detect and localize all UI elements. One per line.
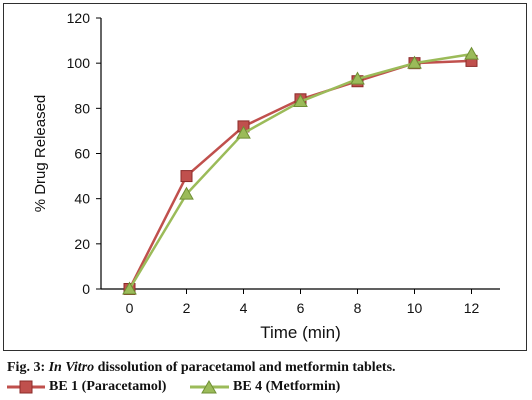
caption-rest: dissolution of paracetamol and metformin… <box>97 360 396 375</box>
x-tick-label: 0 <box>126 300 134 316</box>
legend-graphics <box>7 380 229 394</box>
x-tick-label: 4 <box>240 300 248 316</box>
y-tick-label: 20 <box>74 236 90 252</box>
legend: BE 1 (Paracetamol) BE 4 (Metformin) <box>7 377 527 397</box>
legend-paracetamol-label: BE 1 (Paracetamol) <box>49 379 167 394</box>
caption-italic: In Vitro <box>48 360 95 375</box>
legend-metformin-marker <box>201 380 217 394</box>
y-tick-label: 120 <box>67 10 91 26</box>
y-tick-label: 40 <box>74 191 90 207</box>
line-chart: 0 20 40 60 80 100 120 0 2 4 6 8 10 12 Time (min) % Drug… <box>32 10 500 342</box>
series-1-point-1 <box>180 170 193 183</box>
series-2-point-5 <box>407 55 422 69</box>
x-tick-label: 10 <box>407 300 423 316</box>
figure-caption: Fig. 3: In Vitro dissolution of paraceta… <box>7 359 527 377</box>
x-tick-label: 12 <box>464 300 480 316</box>
series-2-point-0 <box>122 281 137 295</box>
y-tick-label: 100 <box>67 55 91 71</box>
y-axis-label: % Drug Released <box>32 95 49 213</box>
chart-frame: 0 20 40 60 80 100 120 0 2 4 6 8 10 12 Time (min) % Drug… <box>3 3 527 351</box>
x-tick-label: 8 <box>354 300 362 316</box>
y-tick-label: 80 <box>74 100 90 116</box>
series-2-point-4 <box>350 71 365 85</box>
legend-paracetamol-marker <box>19 380 33 394</box>
series-2-point-2 <box>236 125 251 139</box>
x-tick-label: 2 <box>183 300 191 316</box>
series-2-point-6 <box>464 46 479 60</box>
caption-prefix: Fig. 3: <box>7 360 46 375</box>
y-tick-label: 60 <box>74 146 90 162</box>
series-2-point-3 <box>293 94 308 108</box>
legend-metformin-label: BE 4 (Metformin) <box>233 379 341 394</box>
series-2-point-1 <box>179 186 194 200</box>
x-axis-label: Time (min) <box>260 323 341 342</box>
y-tick-label: 0 <box>82 281 90 297</box>
x-tick-label: 6 <box>297 300 305 316</box>
